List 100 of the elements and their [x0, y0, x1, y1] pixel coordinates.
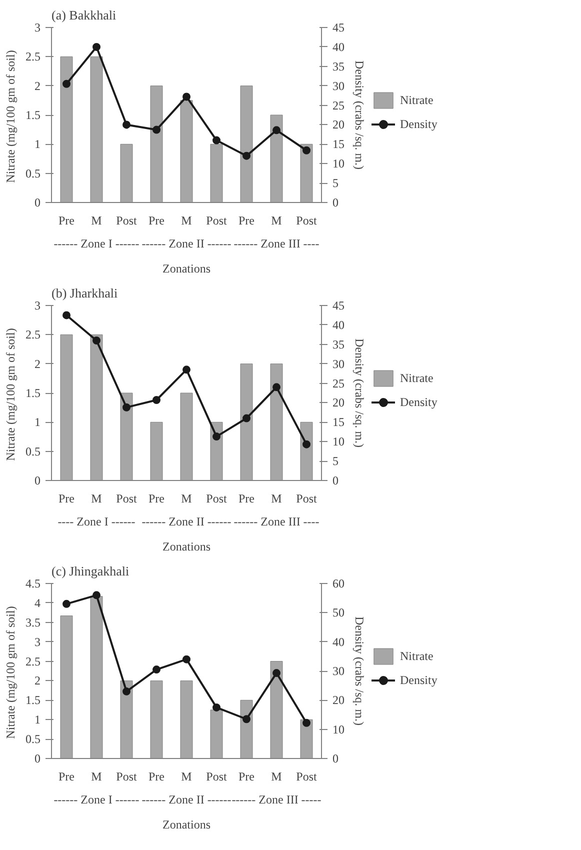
y2-tick-label: 30	[332, 78, 344, 93]
text: ------ Zone I ------	[54, 236, 140, 250]
y-tick-label: 2.5	[26, 654, 40, 668]
x-tick-label: Pre	[58, 492, 74, 506]
x-tick-label: Pre	[238, 214, 254, 228]
y2-tick-label: 50	[332, 606, 344, 620]
y-axis-title: Nitrate (mg/100 gm of soil)	[4, 606, 18, 739]
point	[152, 666, 160, 674]
y-tick-label: 0	[34, 752, 40, 766]
y-tick-label: 2	[34, 78, 40, 93]
x-tick-label: Post	[206, 214, 228, 228]
y2-tick-label: 5	[332, 176, 338, 190]
text: ------ Zone I ------	[54, 792, 140, 806]
point	[182, 366, 190, 374]
point	[272, 669, 280, 678]
y2-tick-label: 5	[332, 454, 338, 468]
y-tick-label: 2.5	[26, 328, 40, 342]
y2-tick-label: 0	[332, 752, 338, 766]
legend-label: Nitrate	[400, 648, 434, 664]
y-tick-label: 0.5	[26, 732, 40, 746]
y2-tick-label: 45	[332, 298, 344, 312]
y2-tick-label: 10	[332, 722, 344, 736]
point	[212, 136, 220, 144]
x-tick-label: Post	[116, 214, 138, 228]
y2-tick-label: 35	[332, 59, 344, 74]
x-tick-label: Pre	[148, 492, 164, 506]
x-axis-title: Zonations	[162, 540, 211, 554]
x-tick-label: M	[91, 492, 102, 506]
x-tick-label: M	[91, 214, 102, 228]
point	[122, 687, 130, 696]
legend-label: Nitrate	[400, 370, 434, 386]
y-tick-label: 1	[34, 415, 40, 430]
point	[302, 146, 310, 154]
y2-tick-label: 35	[332, 337, 344, 352]
chart-title: (b) Jharkhali	[52, 286, 118, 300]
x-tick-label: M	[271, 214, 282, 228]
text: ------ Zone III -----	[232, 792, 322, 806]
y-tick-label: 3	[34, 634, 40, 649]
y2-axis-title: Density (crabs /sq. m.)	[352, 60, 366, 170]
y2-tick-label: 10	[332, 434, 344, 449]
x-tick-label: M	[91, 770, 102, 784]
y2-tick-label: 15	[332, 415, 344, 430]
text: ------ Zone II ------	[142, 514, 232, 528]
y2-tick-label: 30	[332, 356, 344, 371]
point	[92, 42, 100, 51]
y-tick-label: 0	[34, 474, 40, 488]
chart-title: (a) Bakkhali	[52, 8, 116, 22]
x-tick-label: M	[271, 492, 282, 506]
y2-tick-label: 20	[332, 693, 344, 708]
x-tick-label: M	[181, 770, 192, 784]
y2-axis-title: Density (crabs /sq. m.)	[352, 338, 366, 448]
x-tick-label: Pre	[238, 492, 254, 506]
y2-tick-label: 40	[332, 318, 344, 332]
y2-axis-title: Density (crabs /sq. m.)	[352, 616, 366, 726]
y-tick-label: 2.5	[26, 50, 40, 64]
x-axis-title: Zonations	[162, 262, 211, 276]
y2-tick-label: 20	[332, 396, 344, 410]
y-tick-label: 4	[34, 596, 40, 610]
y2-tick-label: 0	[332, 474, 338, 488]
point	[182, 655, 190, 664]
legend-label: Density	[400, 116, 438, 132]
y2-tick-label: 25	[332, 376, 344, 390]
y-tick-label: 1.5	[26, 108, 40, 122]
x-tick-label: M	[181, 492, 192, 506]
y2-tick-label: 10	[332, 156, 344, 171]
x-tick-label: Pre	[58, 770, 74, 784]
y-tick-label: 1.5	[26, 386, 40, 400]
x-tick-label: M	[271, 770, 282, 784]
point	[92, 591, 100, 600]
y-tick-label: 0.5	[26, 166, 40, 180]
chart-title: (c) Jhingakhali	[52, 564, 130, 578]
y-tick-label: 2	[34, 674, 40, 688]
y-tick-label: 3	[34, 20, 40, 34]
y2-tick-label: 20	[332, 118, 344, 132]
point	[62, 80, 70, 88]
y2-tick-label: 40	[332, 40, 344, 54]
x-tick-label: Post	[116, 770, 138, 784]
legend-label: Density	[400, 672, 438, 688]
point	[302, 718, 310, 727]
point	[242, 152, 250, 160]
y2-tick-label: 40	[332, 634, 344, 649]
y-axis-title: Nitrate (mg/100 gm of soil)	[4, 328, 18, 461]
text: ---- Zone I ------	[58, 514, 136, 528]
y-tick-label: 2	[34, 356, 40, 371]
legend-label: Nitrate	[400, 92, 434, 108]
point	[212, 432, 220, 441]
text: ------ Zone III ----	[234, 236, 320, 250]
x-tick-label: Post	[296, 214, 318, 228]
point	[62, 311, 70, 320]
x-tick-label: Post	[206, 770, 228, 784]
x-tick-label: Post	[296, 770, 318, 784]
y2-tick-label: 25	[332, 98, 344, 112]
text: ------ Zone II ------	[142, 792, 232, 806]
y-tick-label: 4.5	[26, 576, 40, 590]
x-tick-label: Post	[296, 492, 318, 506]
point	[152, 126, 160, 134]
x-tick-label: M	[181, 214, 192, 228]
y-tick-label: 3.5	[26, 615, 40, 630]
x-tick-label: Pre	[58, 214, 74, 228]
y-tick-label: 3	[34, 298, 40, 312]
